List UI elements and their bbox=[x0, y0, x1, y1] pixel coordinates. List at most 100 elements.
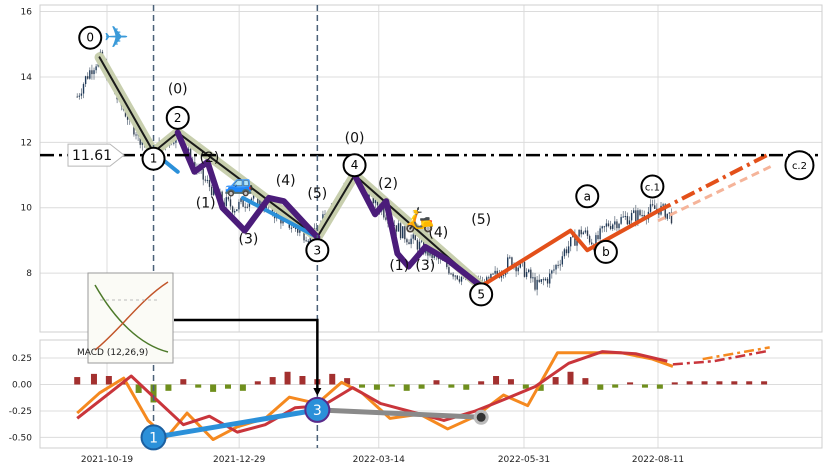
price-candles bbox=[76, 49, 673, 298]
price-candle-body bbox=[500, 275, 503, 278]
macd-end-dot bbox=[473, 409, 489, 425]
wave-line-4 bbox=[174, 129, 321, 241]
price-candle-body bbox=[460, 276, 463, 282]
price-candle-body bbox=[240, 198, 242, 202]
wave-line-1 bbox=[98, 56, 483, 288]
price-candle-body bbox=[488, 277, 490, 279]
wave-circle-marker bbox=[640, 174, 665, 199]
price-candle-body bbox=[622, 216, 624, 218]
price-candle-body bbox=[668, 212, 671, 214]
price-candle-body bbox=[303, 229, 305, 241]
price-candle-body bbox=[305, 240, 307, 242]
macd-histogram-bar bbox=[716, 381, 723, 385]
macd-histogram-bar bbox=[388, 384, 395, 387]
price-candle-body bbox=[202, 169, 204, 180]
wave-circle-marker bbox=[141, 146, 166, 171]
macd-histogram-bar bbox=[686, 381, 693, 385]
macd-histogram-bar bbox=[135, 384, 142, 393]
wave-line-6 bbox=[479, 209, 660, 289]
price-candle-body bbox=[446, 260, 448, 268]
price-candle-body bbox=[607, 223, 610, 227]
price-candle-body bbox=[656, 208, 658, 210]
macd-histogram-bar bbox=[299, 376, 306, 385]
x-tick-label: 2022-03-14 bbox=[353, 455, 406, 465]
wave-projection-0 bbox=[657, 152, 771, 213]
macd-histogram-bar bbox=[552, 377, 559, 385]
macd-histogram-bar bbox=[210, 384, 217, 392]
macd-ytick-label: -0.50 bbox=[9, 433, 33, 443]
link-arrow-head bbox=[313, 388, 322, 396]
price-candle-body bbox=[664, 204, 666, 219]
price-candle-body bbox=[595, 235, 597, 250]
wave-degree-label: (5) bbox=[307, 186, 327, 202]
price-candle-body bbox=[299, 230, 301, 233]
price-candle-body bbox=[418, 241, 421, 250]
price-candle-body bbox=[412, 234, 414, 239]
wave-degree-label: (4) bbox=[428, 225, 448, 241]
wave-degree-label: (2) bbox=[199, 150, 219, 166]
price-candle-body bbox=[89, 70, 91, 79]
price-candle-body bbox=[609, 226, 612, 229]
price-candle-body bbox=[555, 264, 557, 270]
price-panel-frame bbox=[39, 4, 823, 333]
price-candle-body bbox=[639, 210, 641, 216]
price-candle-body bbox=[651, 204, 654, 206]
price-candle-body bbox=[626, 216, 629, 225]
macd-wave-marker-label: 3 bbox=[313, 403, 322, 419]
price-ytick-label: 10 bbox=[21, 204, 33, 214]
macd-histogram bbox=[74, 371, 768, 403]
price-candle-body bbox=[385, 217, 387, 220]
wave-degree-label: (2) bbox=[378, 176, 398, 192]
wave-circle-label: 4 bbox=[351, 158, 359, 172]
macd-histogram-bar bbox=[746, 381, 753, 385]
macd-histogram-bar bbox=[537, 384, 544, 391]
price-candle-body bbox=[494, 270, 496, 274]
price-candle-body bbox=[586, 230, 589, 236]
macd-histogram-bar bbox=[74, 377, 81, 385]
price-candle-body bbox=[454, 275, 456, 277]
price-candle-body bbox=[582, 232, 585, 235]
price-candle-body bbox=[618, 223, 620, 229]
macd-wave-marker bbox=[140, 424, 167, 451]
price-candle-body bbox=[544, 278, 547, 281]
wave-annotations: 11.61 0 1 2 3 4 5 a b c.1 c.2 (0) (2) (1) (3) (4) (5) (0)… bbox=[40, 5, 822, 448]
x-tick-label: 2022-08-11 bbox=[632, 455, 684, 465]
wave-circle-label: a bbox=[584, 189, 591, 203]
macd-histogram-bar bbox=[448, 384, 455, 388]
price-candle-body bbox=[414, 234, 417, 241]
price-candle-body bbox=[492, 273, 494, 275]
price-candle-body bbox=[509, 257, 511, 259]
wave-circle-label: c.1 bbox=[645, 182, 660, 193]
price-candle-body bbox=[141, 141, 144, 145]
price-candle-body bbox=[536, 279, 538, 290]
wave-circle-label: 5 bbox=[477, 287, 485, 301]
wave-circle-marker bbox=[78, 25, 103, 50]
price-candle-body bbox=[78, 95, 81, 97]
price-candle-body bbox=[496, 270, 498, 275]
price-candle-body bbox=[532, 277, 534, 279]
price-ytick-label: 12 bbox=[21, 138, 32, 148]
macd-projection-1 bbox=[702, 346, 770, 361]
price-candle-body bbox=[654, 205, 656, 209]
price-candle-body bbox=[236, 209, 238, 212]
price-candle-body bbox=[597, 235, 599, 240]
macd-histogram-bar bbox=[165, 384, 172, 391]
macd-histogram-bar bbox=[478, 381, 485, 385]
mini-thumbnail-curve bbox=[94, 284, 169, 353]
price-candle-body bbox=[456, 275, 459, 280]
price-candle-body bbox=[135, 134, 137, 136]
scooter-icon: 🛵 bbox=[405, 205, 435, 233]
macd-histogram-bar bbox=[656, 384, 663, 389]
macd-histogram-bar bbox=[641, 384, 648, 388]
macd-histogram-bar bbox=[373, 384, 380, 390]
price-candle-body bbox=[542, 279, 545, 281]
price-candle-body bbox=[448, 267, 450, 274]
wave-degree-label: (5) bbox=[471, 212, 491, 228]
price-candle-body bbox=[225, 197, 228, 207]
macd-ytick-label: -0.25 bbox=[9, 407, 32, 417]
wave-circle-label: 0 bbox=[86, 31, 94, 45]
macd-histogram-bar bbox=[612, 384, 619, 388]
wave-lines bbox=[94, 52, 775, 292]
price-candle-body bbox=[649, 204, 652, 212]
macd-histogram-bar bbox=[269, 377, 276, 385]
